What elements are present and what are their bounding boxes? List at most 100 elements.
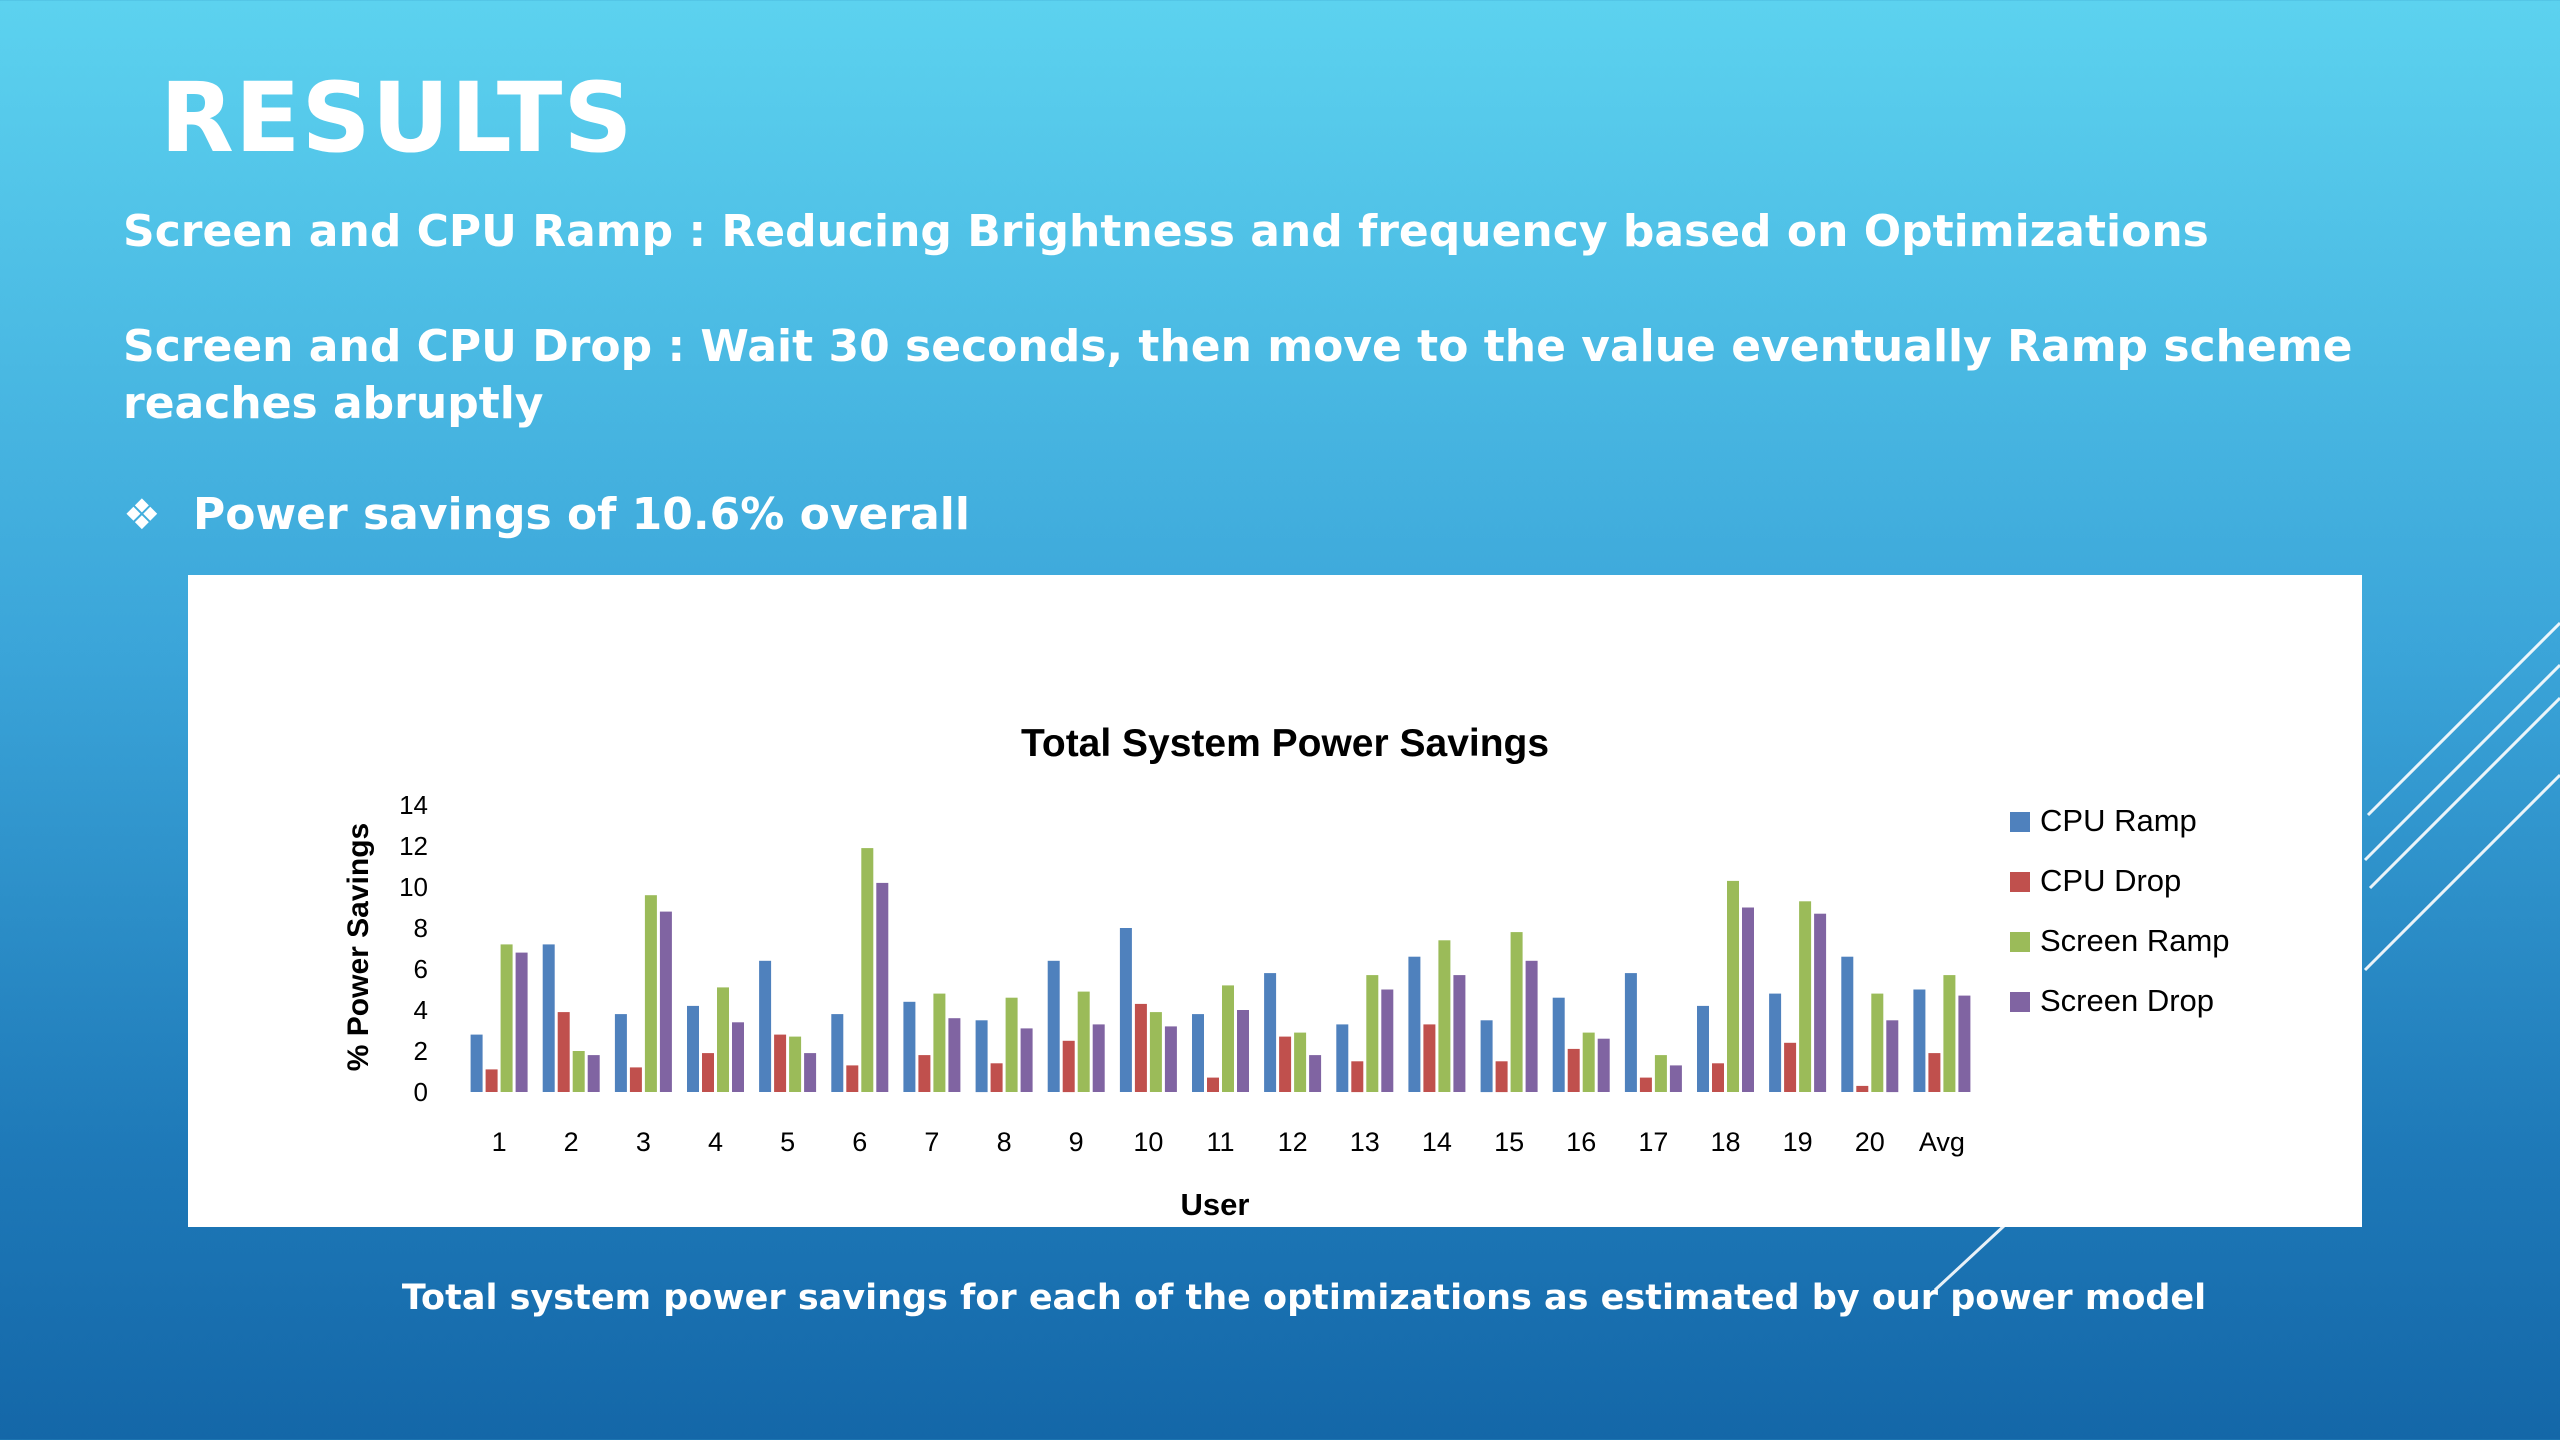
x-tick-label: 3: [636, 1127, 651, 1157]
drop-description: Screen and CPU Drop : Wait 30 seconds, t…: [123, 321, 2353, 430]
x-tick-label: 9: [1069, 1127, 1084, 1157]
bar-screen-ramp: [1077, 991, 1090, 1092]
x-tick-label: 6: [852, 1127, 867, 1157]
ramp-description: Screen and CPU Ramp : Reducing Brightnes…: [123, 206, 2209, 257]
bar-screen-ramp: [1005, 997, 1018, 1092]
bar-cpu-drop: [1928, 1053, 1941, 1092]
bar-group: [1841, 956, 1899, 1093]
bar-screen-ramp: [1222, 985, 1234, 1092]
bar-cpu-ramp: [1480, 1020, 1493, 1093]
x-tick-label: 15: [1494, 1127, 1524, 1157]
power-savings-text: Power savings of 10.6% overall: [193, 489, 970, 540]
bar-cpu-drop: [1134, 1003, 1147, 1092]
bar-screen-ramp: [933, 993, 946, 1092]
bar-cpu-drop: [990, 1063, 1003, 1092]
x-tick-label: 11: [1206, 1127, 1234, 1157]
decorative-line: [2363, 663, 2560, 862]
bar-cpu-ramp: [1336, 1024, 1349, 1092]
bar-cpu-ramp: [831, 1014, 844, 1092]
x-tick-label: 4: [708, 1127, 723, 1157]
bar-group: [1913, 975, 1971, 1092]
x-tick-label: Avg: [1919, 1127, 1965, 1157]
bar-group: [1552, 997, 1610, 1092]
bar-group: [1192, 985, 1249, 1092]
bar-screen-ramp: [1871, 993, 1884, 1092]
legend-swatch: [2010, 992, 2030, 1012]
bar-cpu-drop: [1423, 1024, 1436, 1092]
y-tick-label: 14: [399, 790, 428, 820]
x-tick-label: 20: [1855, 1127, 1885, 1157]
legend-label: Screen Ramp: [2040, 923, 2230, 958]
x-tick-label: 17: [1638, 1127, 1668, 1157]
y-tick-label: 10: [399, 872, 428, 902]
chart-panel: Total System Power Savings % Power Savin…: [188, 575, 2362, 1227]
bar-cpu-drop: [629, 1067, 642, 1092]
power-savings-chart: Total System Power Savings % Power Savin…: [342, 722, 2230, 1222]
y-tick-label: 8: [414, 913, 428, 943]
diamond-bullet-icon: ❖: [123, 490, 161, 539]
bar-screen-drop: [1814, 913, 1827, 1092]
bar-screen-ramp: [1438, 940, 1451, 1092]
bar-group: [1480, 932, 1538, 1093]
bar-cpu-drop: [1207, 1077, 1219, 1092]
bar-screen-ramp: [500, 944, 513, 1092]
chart-title: Total System Power Savings: [1021, 722, 1549, 765]
bar-cpu-ramp: [614, 1014, 627, 1092]
bar-group: [542, 944, 600, 1092]
bar-screen-drop: [515, 952, 528, 1092]
y-tick-label: 4: [414, 995, 428, 1025]
bar-screen-ramp: [1654, 1055, 1667, 1092]
bar-cpu-drop: [1495, 1061, 1508, 1093]
x-tick-label: 18: [1710, 1127, 1740, 1157]
bar-cpu-ramp: [1047, 960, 1060, 1092]
bar-group: [1769, 901, 1827, 1092]
bar-cpu-ramp: [470, 1034, 483, 1092]
bar-screen-drop: [1020, 1028, 1033, 1092]
bar-screen-ramp: [1582, 1032, 1595, 1092]
bar-group: [1119, 928, 1177, 1092]
bar-cpu-ramp: [687, 1005, 699, 1092]
legend-swatch: [2010, 872, 2030, 892]
bar-group: [470, 944, 528, 1092]
bar-screen-ramp: [717, 987, 729, 1092]
x-tick-label: 13: [1350, 1127, 1380, 1157]
bar-screen-drop: [876, 882, 889, 1092]
bar-group: [1047, 960, 1105, 1093]
decorative-line: [2363, 773, 2560, 972]
x-tick-label: 8: [997, 1127, 1012, 1157]
bar-screen-drop: [1164, 1026, 1177, 1092]
legend-swatch: [2010, 932, 2030, 952]
bar-cpu-drop: [846, 1065, 859, 1092]
bar-cpu-ramp: [1624, 973, 1637, 1092]
bar-screen-ramp: [1294, 1032, 1307, 1092]
legend-label: Screen Drop: [2040, 983, 2214, 1018]
bar-cpu-ramp: [1552, 997, 1565, 1092]
bar-groups: [470, 848, 1971, 1093]
bar-cpu-ramp: [975, 1020, 988, 1093]
bar-screen-drop: [732, 1022, 744, 1092]
y-tick-label: 0: [414, 1077, 428, 1107]
legend-label: CPU Drop: [2040, 863, 2181, 898]
bar-screen-ramp: [644, 895, 657, 1092]
bar-screen-drop: [587, 1055, 600, 1092]
x-tick-label: 19: [1783, 1127, 1813, 1157]
bar-cpu-drop: [1712, 1063, 1724, 1092]
bar-cpu-drop: [774, 1034, 787, 1092]
x-tick-label: 2: [564, 1127, 579, 1157]
decorative-line: [2366, 621, 2560, 817]
y-tick-label: 6: [414, 954, 428, 984]
bar-screen-drop: [1525, 960, 1538, 1092]
bar-cpu-ramp: [1264, 973, 1277, 1092]
bar-screen-drop: [1309, 1055, 1322, 1092]
y-tick-label: 12: [399, 831, 428, 861]
bar-cpu-ramp: [1408, 956, 1421, 1092]
bar-cpu-drop: [485, 1069, 498, 1092]
bar-screen-drop: [1886, 1020, 1899, 1093]
bar-cpu-ramp: [542, 944, 555, 1092]
bar-screen-drop: [1958, 995, 1971, 1092]
bar-group: [903, 993, 961, 1092]
bar-group: [1264, 973, 1322, 1092]
bar-cpu-ramp: [1119, 928, 1132, 1092]
power-savings-bullet: ❖ Power savings of 10.6% overall: [123, 493, 970, 537]
x-axis-label: User: [1181, 1187, 1250, 1222]
